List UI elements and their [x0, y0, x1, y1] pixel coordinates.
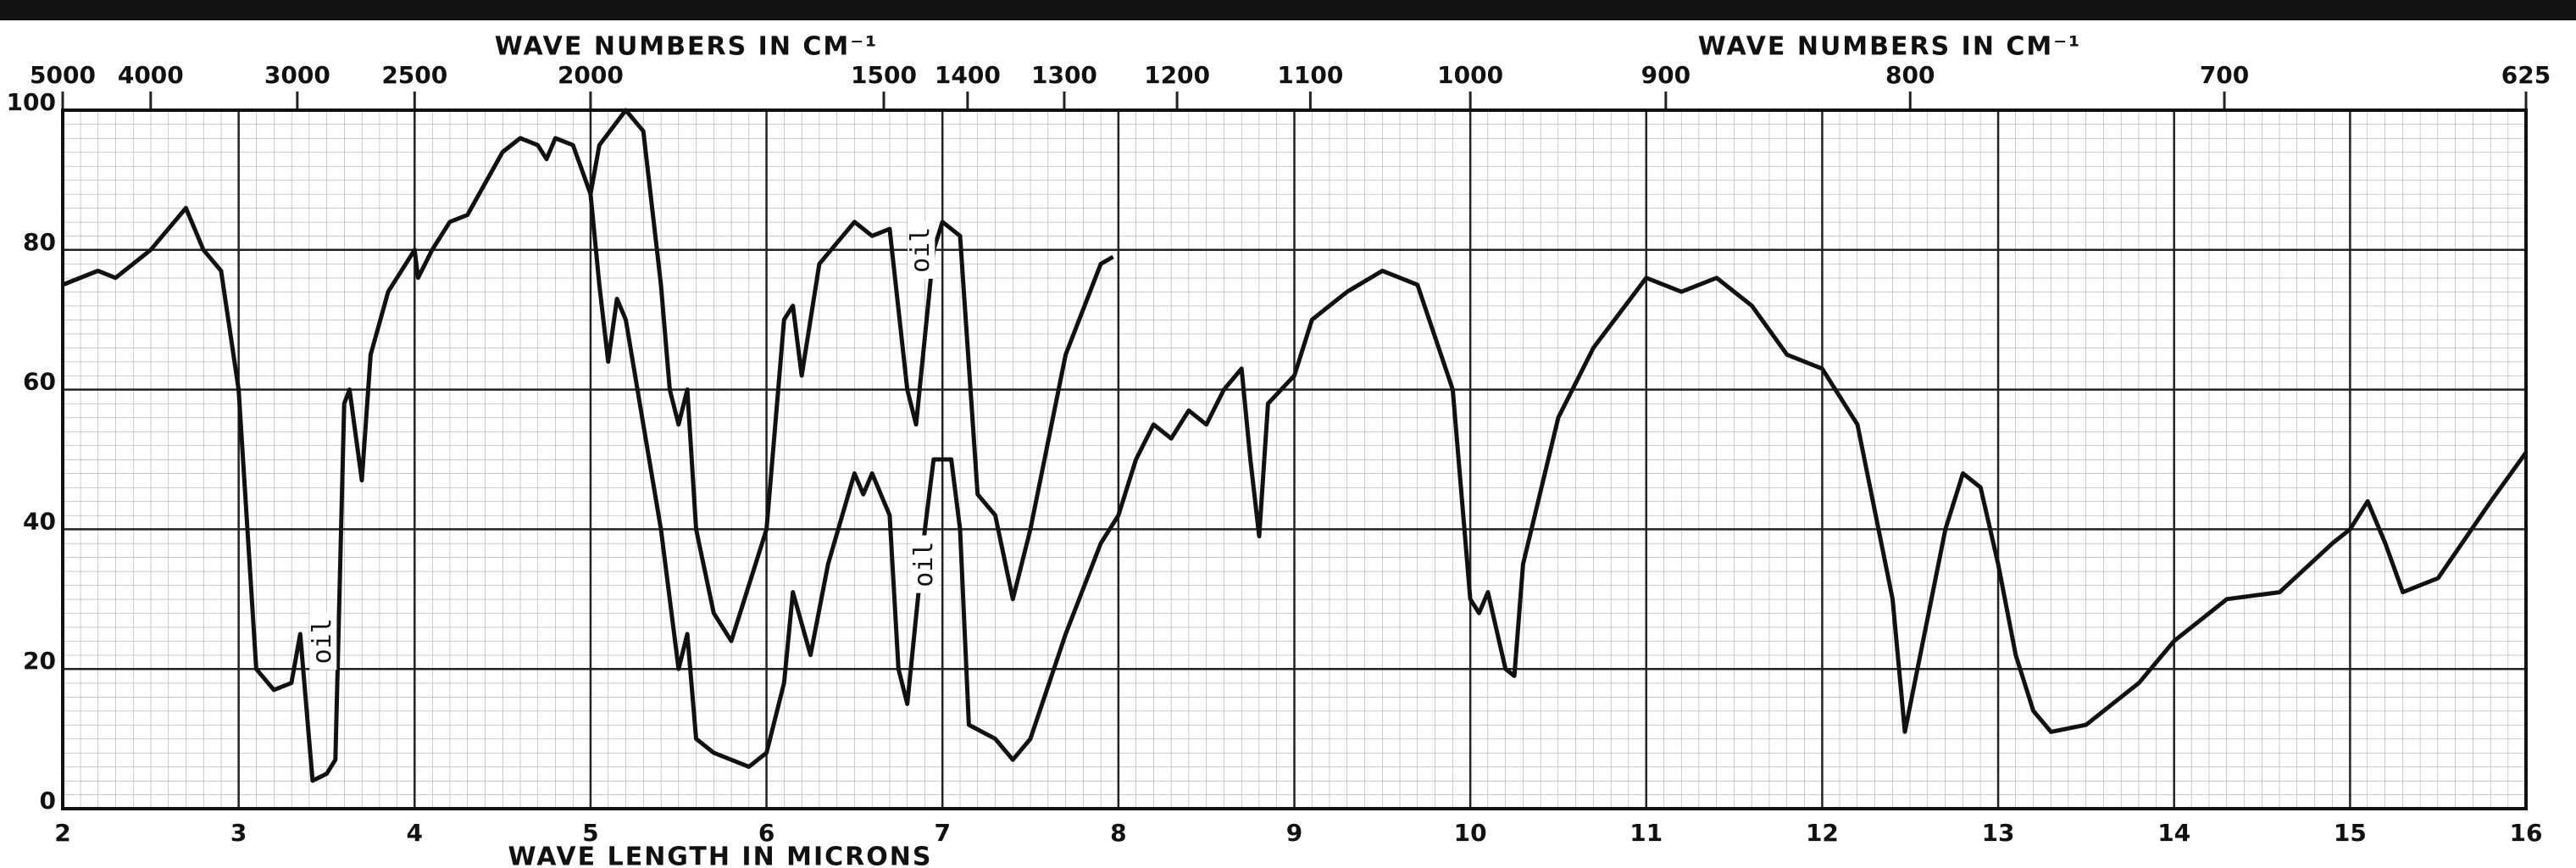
x2-axis-label: WAVE NUMBERS IN CM⁻¹ [1698, 32, 2081, 62]
top-band [0, 0, 2576, 20]
x-tick-label: 8 [1110, 819, 1126, 847]
x-tick-label: 16 [2510, 819, 2543, 847]
annotation-bg [309, 612, 337, 670]
x2-tick-label: 1000 [1437, 61, 1503, 89]
annotation-bg [911, 535, 939, 593]
spectrum-line [588, 108, 1114, 643]
x-tick-label: 15 [2334, 819, 2367, 847]
y-tick-label: 80 [23, 228, 56, 256]
y-tick-label: 20 [23, 647, 56, 675]
x-tick-label: 5 [582, 819, 598, 847]
x-tick-label: 9 [1286, 819, 1302, 847]
x-tick-label: 3 [230, 819, 247, 847]
x2-tick-label: 800 [1885, 61, 1935, 89]
x-tick-label: 2 [54, 819, 70, 847]
x2-tick-label: 625 [2501, 61, 2551, 89]
x-tick-label: 6 [758, 819, 774, 847]
x-axis-label: WAVE LENGTH IN MICRONS [508, 843, 933, 868]
x2-tick-label: 700 [2200, 61, 2249, 89]
annotation: oil [906, 227, 935, 273]
x2-tick-label: 900 [1641, 61, 1690, 89]
annotation-bg [908, 220, 935, 279]
x2-tick-label: 3000 [264, 61, 330, 89]
y-tick-label: 60 [23, 368, 56, 396]
x-tick-label: 10 [1454, 819, 1487, 847]
x2-tick-label: 4000 [118, 61, 184, 89]
x2-tick-label: 1200 [1144, 61, 1210, 89]
x2-tick-label: 2500 [381, 61, 447, 89]
y-tick-label: 0 [40, 787, 56, 815]
x-tick-label: 11 [1629, 819, 1663, 847]
annotation: oil [909, 542, 939, 587]
x-tick-label: 14 [2157, 819, 2190, 847]
spectrum-line [62, 136, 2529, 783]
plot-frame [61, 108, 2528, 810]
x-tick-label: 12 [1806, 819, 1839, 847]
x2-tick-label: 1500 [851, 61, 917, 89]
x2-tick-label: 1100 [1277, 61, 1343, 89]
x2-tick-label: 1400 [935, 61, 1001, 89]
x2-tick-label: 2000 [558, 61, 624, 89]
x-tick-label: 4 [407, 819, 423, 847]
y-tick-label: 40 [23, 507, 56, 535]
annotation: oil [308, 618, 337, 664]
y-tick-label: 100 [7, 88, 56, 116]
x2-axis-label: WAVE NUMBERS IN CM⁻¹ [495, 32, 878, 62]
x-tick-label: 13 [1982, 819, 2015, 847]
x2-tick-label: 5000 [30, 61, 96, 89]
x2-tick-label: 1300 [1031, 61, 1097, 89]
x-tick-label: 7 [934, 819, 950, 847]
